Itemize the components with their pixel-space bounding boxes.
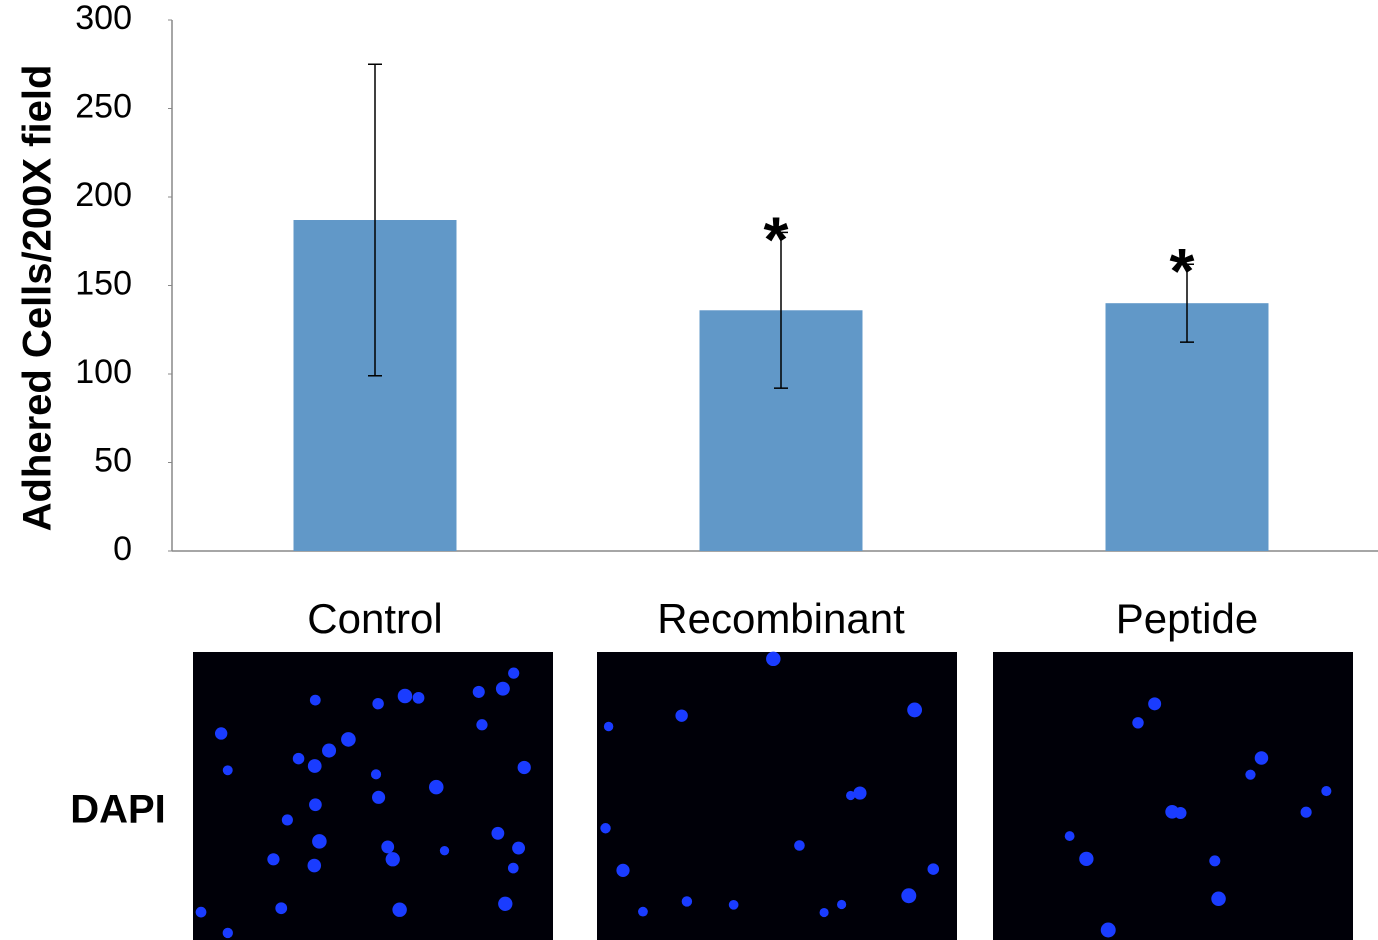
nucleus [275, 902, 287, 914]
nucleus [1245, 770, 1255, 780]
nucleus [440, 846, 449, 855]
nucleus [928, 863, 940, 875]
nucleus [308, 759, 322, 773]
nucleus [371, 769, 381, 779]
y-tick-label: 150 [75, 264, 132, 302]
nucleus [837, 900, 846, 909]
x-tick-label: Control [307, 595, 442, 642]
nucleus [381, 841, 394, 854]
micrograph [993, 652, 1353, 940]
nucleus [901, 888, 916, 903]
nucleus [512, 842, 525, 855]
nucleus [223, 765, 233, 775]
x-tick-label: Recombinant [657, 595, 905, 642]
x-tick-label: Peptide [1116, 595, 1258, 642]
nucleus [794, 840, 805, 851]
nucleus [600, 823, 610, 833]
nucleus [604, 722, 613, 731]
nucleus [1211, 891, 1226, 906]
nucleus [729, 900, 739, 910]
nucleus [392, 902, 406, 916]
nucleus [476, 719, 487, 730]
y-tick-label: 100 [75, 353, 132, 391]
y-axis-label: Adhered Cells/200X field [16, 65, 60, 532]
nucleus [508, 863, 519, 874]
nucleus [491, 827, 504, 840]
nucleus [1148, 697, 1161, 710]
nucleus [1101, 923, 1116, 938]
nucleus [341, 732, 356, 747]
nucleus [372, 791, 385, 804]
nucleus [498, 897, 512, 911]
nucleus [372, 698, 383, 709]
nucleus [675, 709, 687, 721]
nucleus [310, 695, 321, 706]
significance-marker: * [764, 203, 789, 275]
nucleus [429, 780, 444, 795]
nucleus [386, 852, 400, 866]
nucleus [1079, 852, 1093, 866]
nucleus [196, 907, 207, 918]
nucleus [496, 682, 510, 696]
figure: Adhered Cells/200X field DAPI 0 50 100 150 2… [0, 0, 1378, 940]
nucleus [1301, 807, 1312, 818]
y-tick-label: 0 [113, 530, 132, 568]
nucleus [293, 753, 305, 765]
nucleus [322, 744, 336, 758]
nucleus [413, 692, 425, 704]
nucleus [473, 686, 485, 698]
nucleus [682, 896, 692, 906]
nucleus [1321, 786, 1331, 796]
nucleus [846, 791, 855, 800]
nucleus [223, 928, 233, 938]
nucleus [508, 668, 519, 679]
nucleus [766, 652, 780, 666]
nucleus [1132, 717, 1143, 728]
y-tick-label: 250 [75, 87, 132, 125]
nucleus [267, 853, 279, 865]
y-tick-label: 300 [75, 0, 132, 37]
nucleus [1065, 831, 1075, 841]
panel-label: DAPI [70, 788, 166, 832]
y-tick-label: 50 [94, 441, 132, 479]
nucleus [309, 798, 322, 811]
nucleus [638, 907, 648, 917]
nucleus [215, 727, 227, 739]
nucleus [1255, 751, 1269, 765]
nucleus [1209, 855, 1220, 866]
nucleus [308, 859, 322, 873]
nucleus [398, 689, 413, 704]
significance-marker: * [1170, 235, 1195, 307]
nucleus [907, 703, 922, 718]
nucleus [616, 864, 629, 877]
nucleus [282, 814, 293, 825]
nucleus [1174, 807, 1186, 819]
nucleus [312, 834, 327, 849]
nucleus [820, 908, 829, 917]
y-tick-label: 200 [75, 176, 132, 214]
nucleus [853, 787, 866, 800]
nucleus [518, 761, 531, 774]
